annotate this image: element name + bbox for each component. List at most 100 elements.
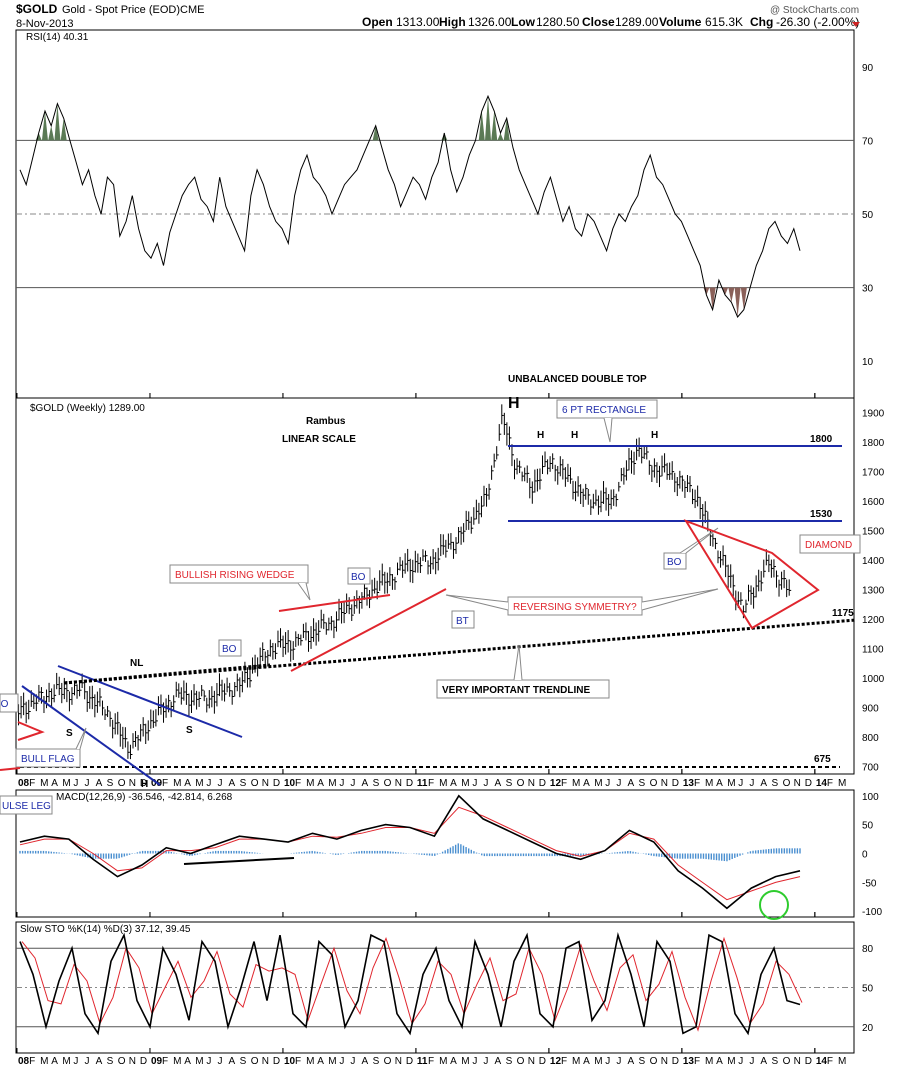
y-tick-label: 1300: [862, 586, 885, 597]
x-axis-tick-label: M: [306, 778, 314, 789]
sto-d-line: [21, 936, 803, 1032]
x-axis-tick-label: D: [539, 1056, 546, 1067]
x-axis-tick-label: F: [295, 778, 301, 789]
x-axis-tick-label: A: [229, 778, 236, 789]
price-panel-frame: [15, 397, 855, 775]
rsi-overbought-fill: [41, 110, 48, 141]
x-axis-tick-label: S: [373, 778, 380, 789]
x-axis-tick-label: J: [749, 778, 754, 789]
x-axis-tick-label: J: [84, 1056, 89, 1067]
annot-diamond: DIAMOND: [805, 540, 852, 551]
x-axis-tick-label: M: [705, 1056, 713, 1067]
x-axis-tick-label: M: [838, 778, 846, 789]
trendline-label-pointer: [513, 644, 523, 681]
x-axis-tick-label: A: [51, 778, 58, 789]
y-tick-label: 700: [862, 763, 879, 774]
x-axis-tick-label: 13: [683, 1056, 695, 1067]
x-axis-tick-label: 13: [683, 778, 695, 789]
rsi-title: RSI(14) 40.31: [26, 32, 89, 43]
x-axis-tick-label: O: [783, 1056, 791, 1067]
x-axis-tick-label: M: [62, 778, 70, 789]
wedge-label-box: [169, 564, 309, 584]
x-axis-tick-label: A: [51, 1056, 58, 1067]
rsi-overbought-fill: [478, 110, 485, 141]
x-axis-tick-label: A: [627, 1056, 634, 1067]
x-axis-tick-label: F: [428, 1056, 434, 1067]
x-axis-tick-label: A: [450, 1056, 457, 1067]
header-dropdown-icon[interactable]: [852, 22, 860, 27]
diamond-label-box: [799, 534, 861, 554]
x-axis-tick-label: A: [494, 1056, 501, 1067]
x-axis-tick-label: A: [627, 778, 634, 789]
x-axis-tick-label: N: [129, 778, 136, 789]
y-tick-label: 1000: [862, 674, 885, 685]
x-axis-tick-label: M: [173, 778, 181, 789]
x-axis-tick-label: N: [661, 1056, 668, 1067]
x-axis-tick-label: M: [572, 778, 580, 789]
macd-panel-frame: [15, 789, 855, 918]
x-axis-tick-label: J: [472, 778, 477, 789]
x-axis-tick-label: 11: [417, 1056, 428, 1067]
x-axis-tick-label: D: [672, 778, 679, 789]
x-axis-tick-label: J: [483, 1056, 488, 1067]
x-axis-tick-label: M: [572, 1056, 580, 1067]
x-axis-tick-label: 08: [18, 1056, 30, 1067]
annot-h1: H: [537, 430, 544, 441]
left-red-line: [0, 767, 21, 771]
rsi-oversold-fill: [728, 287, 735, 303]
rsi-overbought-fill: [497, 133, 504, 141]
header-open-label: Open: [362, 15, 393, 29]
y-tick-label: 1400: [862, 556, 885, 567]
x-axis-tick-label: D: [140, 778, 147, 789]
impulse-leg-box: [0, 795, 53, 815]
x-axis-tick-label: J: [217, 778, 222, 789]
x-axis-tick-label: A: [229, 1056, 236, 1067]
x-axis-tick-label: S: [639, 778, 646, 789]
header-chg-label: Chg: [750, 15, 773, 29]
rsi-overbought-fill: [372, 125, 379, 141]
y-tick-label: 1600: [862, 497, 885, 508]
neckline: [63, 663, 271, 685]
annot-h-big: H: [508, 395, 520, 412]
x-axis-tick-label: 12: [550, 1056, 562, 1067]
left-red-wedge: [17, 721, 45, 741]
rsi-oversold-fill: [709, 287, 716, 310]
x-axis-tick-label: N: [794, 778, 801, 789]
annot-bo-2: BO: [351, 572, 366, 583]
x-axis-tick-label: M: [195, 778, 203, 789]
x-axis-tick-label: N: [129, 1056, 136, 1067]
x-axis-tick-label: F: [827, 1056, 833, 1067]
x-axis-tick-label: J: [605, 1056, 610, 1067]
rsi-overbought-fill: [503, 118, 510, 141]
x-axis-tick-label: F: [29, 1056, 35, 1067]
rsi-oversold-fill: [740, 287, 747, 310]
y-tick-label: 1100: [862, 645, 884, 656]
x-axis-tick-label: N: [395, 1056, 402, 1067]
x-axis-tick-label: O: [517, 1056, 525, 1067]
x-axis-tick-label: J: [749, 1056, 754, 1067]
header-volume: 615.3K: [705, 15, 743, 29]
flag-top-line: [57, 665, 243, 738]
x-axis-tick-label: J: [73, 778, 78, 789]
bo-box-1: [218, 639, 242, 657]
x-axis-tick-label: F: [561, 778, 567, 789]
header-exchange: CME: [180, 4, 204, 16]
header-close-label: Close: [582, 15, 615, 29]
macd-green-circle: [759, 890, 789, 920]
wedge-label-pointer: [297, 582, 311, 601]
x-axis-tick-label: 12: [550, 778, 562, 789]
x-axis-tick-label: M: [40, 778, 48, 789]
bo-box-3: [663, 552, 687, 570]
x-axis-tick-label: M: [594, 778, 602, 789]
annot-h2: H: [571, 430, 578, 441]
reversing-symmetry-pointer-right: [641, 588, 719, 611]
x-axis-tick-label: S: [240, 778, 247, 789]
x-axis-tick-label: J: [738, 1056, 743, 1067]
rsi-overbought-fill: [48, 125, 55, 141]
x-axis-tick-label: O: [251, 778, 259, 789]
annot-6pt-rectangle: 6 PT RECTANGLE: [562, 405, 646, 416]
sto-title: Slow STO %K(14) %D(3) 37.12, 39.45: [20, 924, 191, 935]
header-high-label: High: [439, 15, 466, 29]
x-axis-tick-label: M: [40, 1056, 48, 1067]
